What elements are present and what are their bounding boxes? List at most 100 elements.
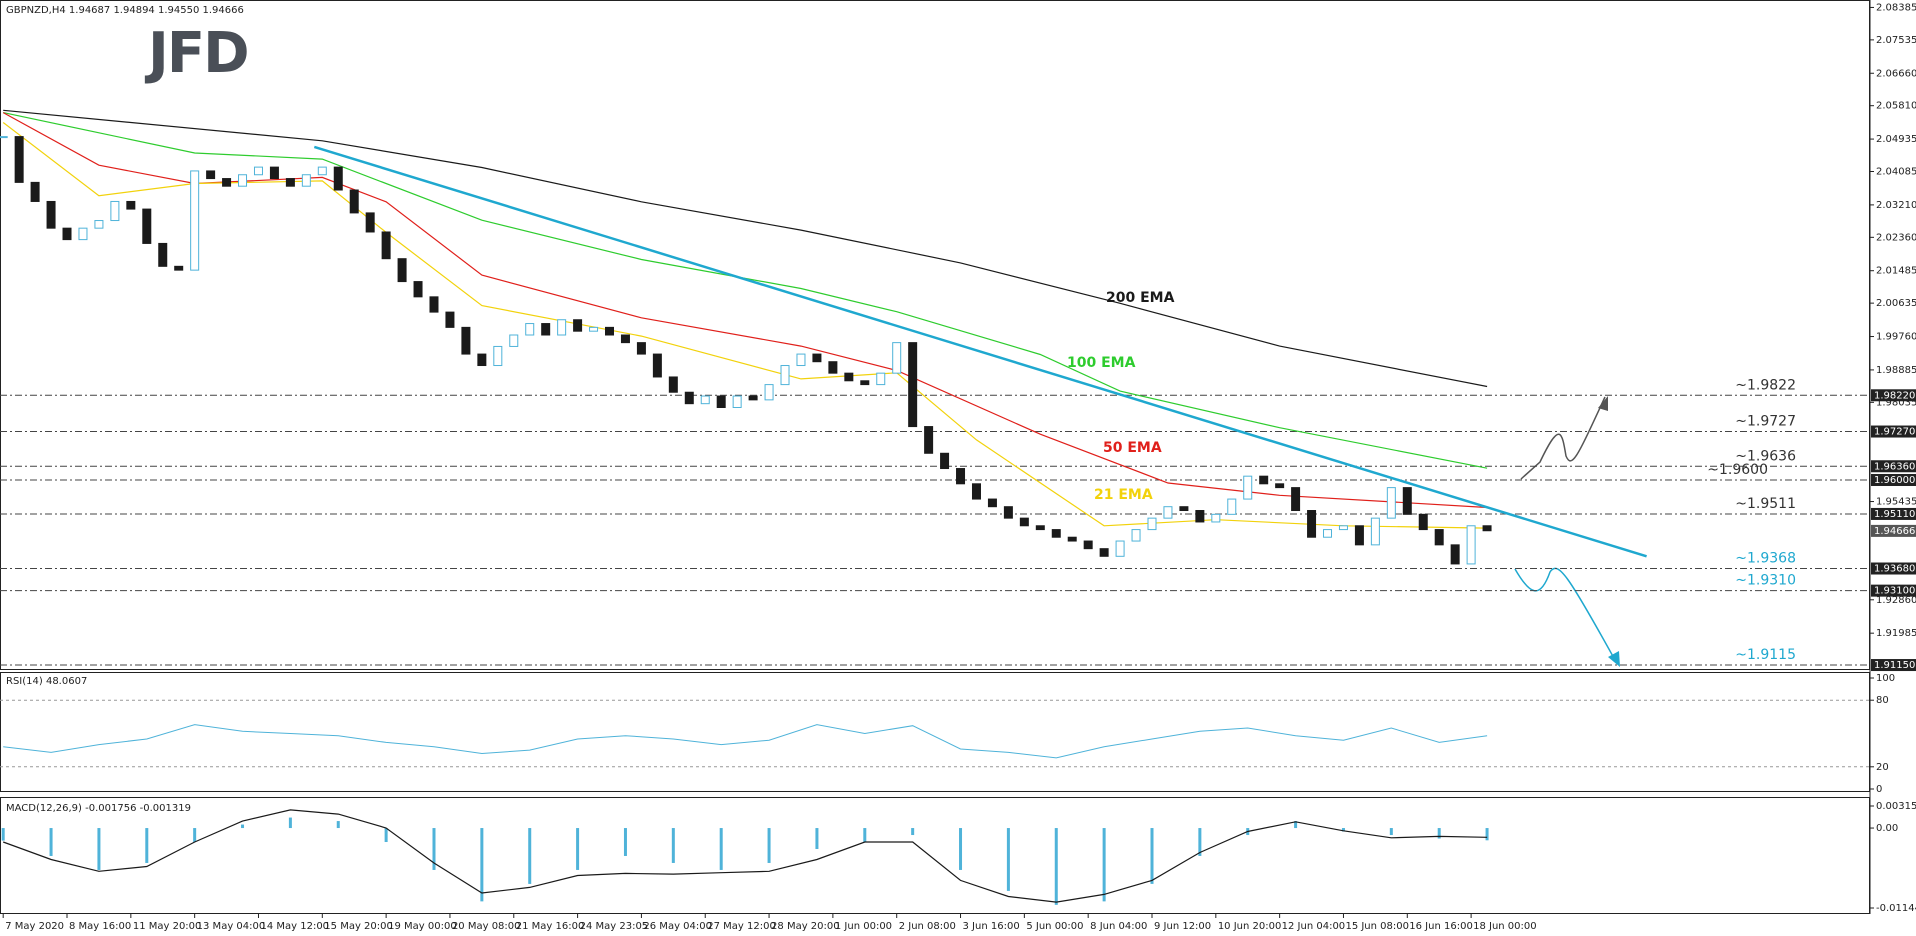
candle — [620, 334, 630, 344]
candle — [317, 166, 327, 176]
y-tick-label: 2.02360 — [1876, 232, 1916, 243]
rsi-header: RSI(14) 48.0607 — [6, 676, 87, 687]
x-tick-label: 20 May 08:00 — [452, 921, 521, 932]
x-tick-label: 26 May 04:00 — [643, 921, 712, 932]
current-price-box — [1871, 524, 1916, 537]
macd-bar — [911, 828, 915, 836]
candle — [206, 170, 216, 180]
candle — [1259, 475, 1269, 485]
candle — [1370, 517, 1380, 546]
level-axis-box — [1871, 425, 1916, 438]
x-tick-label: 9 Jun 12:00 — [1154, 921, 1211, 932]
candle — [477, 353, 487, 367]
y-tick-label: 100 — [1876, 673, 1895, 684]
candle — [1338, 525, 1348, 531]
macd-bar — [1, 828, 5, 841]
macd-bar — [576, 828, 580, 870]
candle — [14, 136, 24, 183]
candle — [1195, 510, 1205, 523]
legend-label: 21 EMA — [1094, 487, 1153, 503]
legend-label: 200 EMA — [1106, 290, 1175, 306]
candle — [461, 326, 471, 355]
macd-bar — [1341, 828, 1345, 832]
level-axis-box — [1871, 659, 1916, 672]
x-tick-label: 15 Jun 08:00 — [1345, 921, 1409, 932]
candle — [381, 231, 391, 260]
x-tick-label: 5 Jun 00:00 — [1026, 921, 1083, 932]
y-tick-label: 1.95435 — [1876, 497, 1916, 508]
macd-bar — [288, 817, 292, 829]
candle — [349, 189, 359, 214]
candle — [30, 181, 40, 202]
level-axis-label: 1.98220 — [1874, 390, 1915, 401]
x-tick-label: 1 Jun 00:00 — [835, 921, 892, 932]
x-tick-label: 8 May 16:00 — [69, 921, 131, 932]
candle — [748, 395, 758, 401]
macd-bar — [1198, 828, 1202, 856]
level-axis-label: 1.93680 — [1874, 564, 1915, 575]
candle — [1291, 487, 1301, 512]
candle — [1099, 548, 1109, 557]
candle — [110, 200, 120, 222]
candle — [971, 483, 981, 500]
candle — [812, 353, 822, 363]
candle — [1434, 529, 1444, 546]
candle — [445, 311, 455, 328]
macd-bar — [1485, 828, 1489, 841]
candle — [828, 361, 838, 374]
level-label: ~1.9822 — [1735, 377, 1796, 393]
macd-bar — [1102, 828, 1106, 902]
candle — [1323, 529, 1333, 538]
macd-panel — [0, 797, 1870, 914]
level-axis-box — [1871, 584, 1916, 597]
candle — [1067, 536, 1077, 542]
candle — [62, 227, 72, 241]
level-axis-label: 1.93100 — [1874, 586, 1915, 597]
candle — [190, 170, 200, 271]
y-tick-label: 1.98885 — [1876, 365, 1916, 376]
level-axis-box — [1871, 389, 1916, 402]
arrow-head — [1608, 651, 1620, 667]
candle — [860, 380, 870, 386]
macd-bar — [241, 824, 245, 829]
macd-bar — [384, 828, 388, 843]
x-tick-label: 18 Jun 00:00 — [1473, 921, 1537, 932]
y-tick-label: 0.00 — [1876, 823, 1898, 834]
legend-label: 50 EMA — [1103, 440, 1162, 456]
candle — [956, 468, 966, 485]
macd-bar — [49, 828, 53, 856]
candle — [1307, 510, 1317, 538]
level-label: ~1.9636 — [1735, 448, 1796, 464]
candle — [557, 319, 567, 336]
macd-bar — [623, 828, 627, 856]
candle — [668, 376, 678, 393]
candle — [1243, 475, 1253, 500]
x-tick-label: 24 May 23:05 — [580, 921, 649, 932]
macd-bar — [815, 828, 819, 849]
x-tick-label: 3 Jun 16:00 — [963, 921, 1020, 932]
candle — [541, 323, 551, 336]
candle — [301, 174, 311, 187]
candle — [876, 372, 886, 386]
level-label: ~1.9310 — [1735, 573, 1796, 589]
ema-line — [3, 109, 1488, 388]
macd-bar — [1006, 828, 1010, 891]
candle — [1386, 487, 1396, 519]
candle — [1418, 513, 1428, 531]
candle — [126, 200, 136, 210]
level-axis-box — [1871, 473, 1916, 486]
candle — [1051, 529, 1061, 538]
candle — [1147, 517, 1157, 531]
candle — [285, 178, 295, 187]
y-tick-label: 2.03210 — [1876, 200, 1916, 211]
candle — [1402, 487, 1412, 515]
level-axis-label: 1.96000 — [1874, 475, 1915, 486]
candle — [1083, 540, 1093, 550]
y-tick-label: 1.91985 — [1876, 628, 1916, 639]
x-tick-label: 10 Jun 20:00 — [1218, 921, 1282, 932]
x-tick-label: 7 May 2020 — [5, 921, 64, 932]
candle — [987, 498, 997, 508]
macd-bar — [336, 821, 340, 829]
logo: JFD — [144, 21, 248, 86]
